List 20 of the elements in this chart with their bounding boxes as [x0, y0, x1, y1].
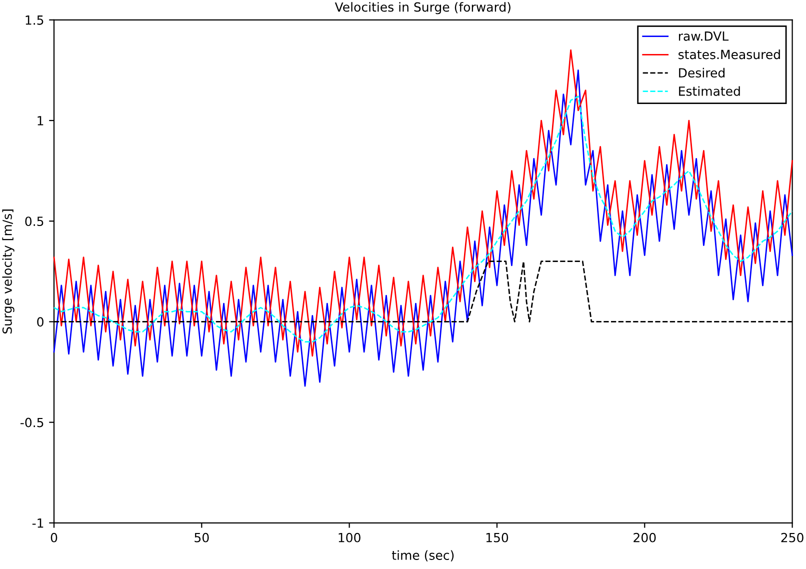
y-tick-label: -1 [32, 518, 44, 528]
legend-label: states.Measured [678, 50, 780, 60]
legend-label: raw.DVL [678, 32, 729, 41]
x-tick-label: 200 [634, 532, 656, 542]
x-tick-label: 250 [781, 532, 804, 542]
y-axis-title: Surge velocity [m/s] [2, 210, 14, 334]
x-tick-label: 100 [338, 532, 360, 542]
chart-title: Velocities in Surge (forward) [334, 2, 510, 14]
y-tick-label: 1.5 [26, 16, 44, 25]
y-tick-label: 0.5 [25, 216, 44, 226]
x-tick-label: 50 [194, 532, 209, 542]
y-tick-label: 1 [38, 116, 44, 126]
x-tick-label: 150 [486, 532, 508, 542]
line-series [53, 96, 793, 343]
legend-label: Estimated [679, 86, 740, 96]
x-axis-title: time (sec) [392, 550, 454, 562]
x-tick-label: 0 [50, 532, 58, 542]
legend-label: Desired [679, 68, 724, 78]
y-tick-label: 0 [37, 317, 44, 327]
y-tick-label: -0.5 [20, 418, 44, 428]
